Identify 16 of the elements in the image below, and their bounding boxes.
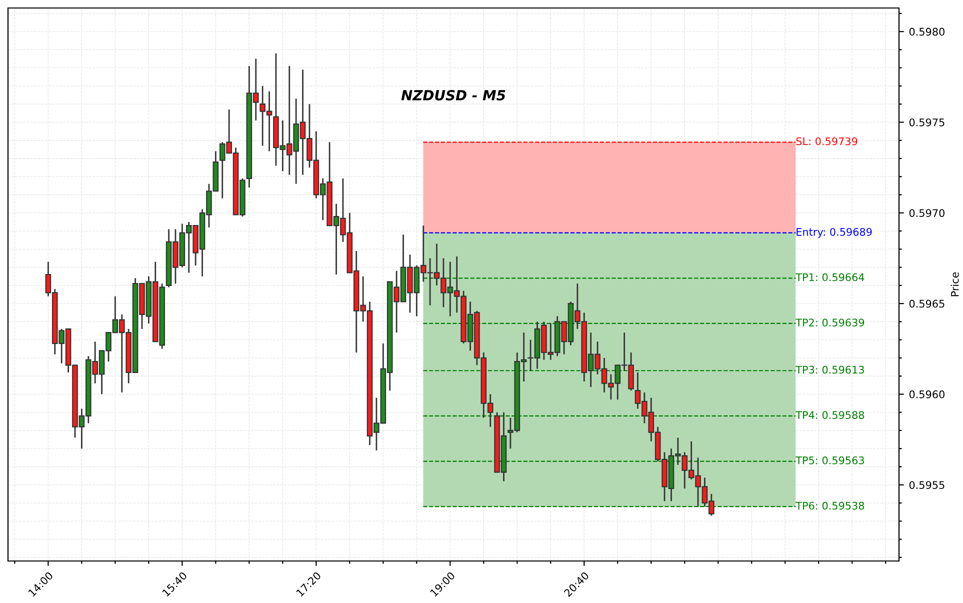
ref-line-label: TP4: 0.59588 <box>796 411 864 419</box>
y-tick-label: 0.5975 <box>909 118 944 126</box>
y-tick-label: 0.5965 <box>909 300 944 308</box>
y-tick-label: 0.5960 <box>909 390 944 398</box>
y-tick-label: 0.5955 <box>909 481 944 489</box>
ref-line-label: TP6: 0.59538 <box>796 502 864 510</box>
ref-line-label: TP1: 0.59664 <box>796 273 864 282</box>
ref-line-label: Entry: 0.59689 <box>796 228 872 238</box>
ref-line-label: SL: 0.59739 <box>796 137 858 146</box>
ref-line-label: TP5: 0.59563 <box>796 456 864 464</box>
text: NZDUSD - M5 <box>401 90 506 101</box>
y-axis-title: Price <box>950 272 959 296</box>
y-tick-label: 0.5980 <box>909 28 944 36</box>
ref-line-label: TP3: 0.59613 <box>796 366 864 374</box>
ref-line-label: TP2: 0.59639 <box>796 318 864 327</box>
y-tick-label: 0.5970 <box>909 209 944 217</box>
